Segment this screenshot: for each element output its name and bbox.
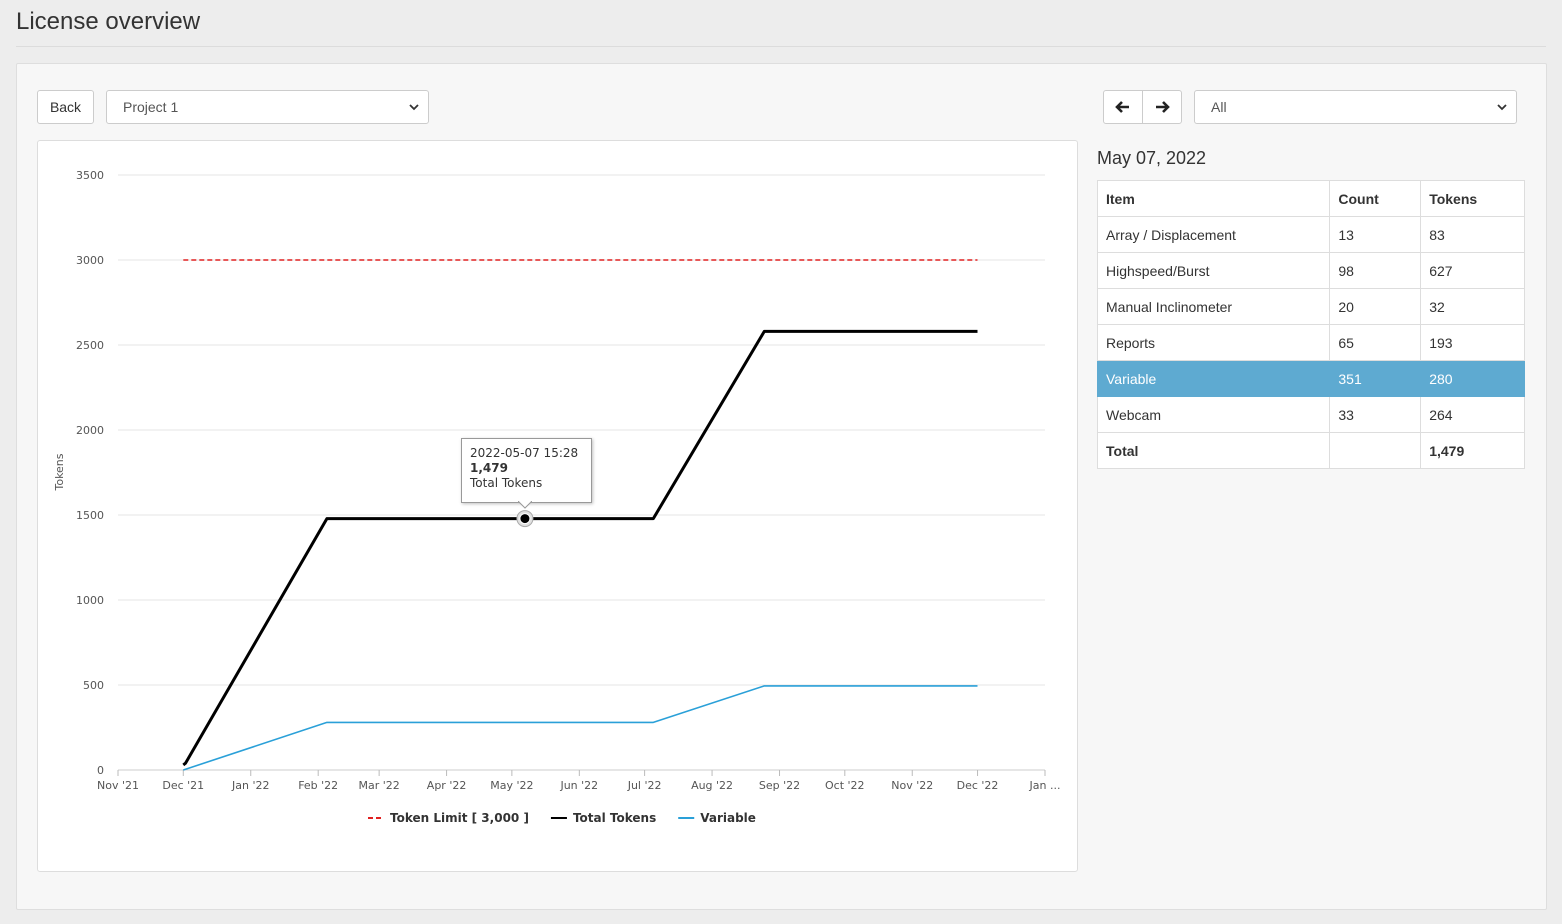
x-tick-label: Jul '22	[627, 779, 662, 792]
cell-tokens: 83	[1420, 216, 1525, 253]
y-tick-label: 500	[83, 679, 104, 692]
cell-count: 33	[1329, 396, 1422, 433]
series-line-total[interactable]	[182, 329, 978, 767]
title-divider	[16, 46, 1546, 47]
x-tick-label: Nov '22	[891, 779, 933, 792]
x-tick-label: May '22	[490, 779, 533, 792]
filter-select[interactable]: All	[1194, 90, 1517, 124]
cell-count: 98	[1329, 252, 1422, 289]
series-line-variable[interactable]	[183, 685, 978, 771]
summary-table: Item Count Tokens Array / Displacement 13…	[1096, 180, 1525, 469]
legend-item[interactable]: Token Limit [ 3,000 ]	[390, 811, 529, 825]
tooltip-pointer	[518, 501, 532, 509]
y-tick-label: 2000	[76, 424, 104, 437]
cell-tokens: 280	[1420, 360, 1525, 397]
cell-item: Webcam	[1096, 396, 1331, 433]
chart-tooltip: 2022-05-07 15:28 1,479 Total Tokens	[461, 438, 592, 503]
cell-item: Variable	[1096, 360, 1331, 397]
y-tick-label: 3000	[76, 254, 104, 267]
previous-button[interactable]	[1103, 90, 1143, 124]
y-tick-label: 0	[97, 764, 104, 777]
y-tick-label: 3500	[76, 169, 104, 182]
next-button[interactable]	[1142, 90, 1182, 124]
column-header-item: Item	[1096, 180, 1331, 217]
chart-container	[37, 140, 1078, 872]
x-tick-label: Jan '22	[231, 779, 269, 792]
filter-select-value: All	[1211, 99, 1227, 115]
table-row[interactable]: Manual Inclinometer 20 32	[1096, 288, 1525, 325]
cell-item: Manual Inclinometer	[1096, 288, 1331, 325]
table-row[interactable]: Highspeed/Burst 98 627	[1096, 252, 1525, 289]
cell-tokens: 627	[1420, 252, 1525, 289]
cell-count: 13	[1329, 216, 1422, 253]
total-tokens: 1,479	[1420, 432, 1525, 469]
chevron-down-icon	[1497, 104, 1507, 111]
x-tick-label: Feb '22	[298, 779, 338, 792]
total-count	[1329, 432, 1422, 469]
table-row[interactable]: Variable 351 280	[1096, 360, 1525, 397]
cell-tokens: 32	[1420, 288, 1525, 325]
arrow-left-icon	[1115, 101, 1129, 113]
total-row: Total 1,479	[1096, 432, 1525, 469]
cell-count: 351	[1329, 360, 1422, 397]
y-axis-label: Tokens	[53, 453, 66, 491]
legend-item[interactable]: Total Tokens	[573, 811, 656, 825]
project-select-value: Project 1	[123, 99, 179, 115]
x-tick-label: Sep '22	[759, 779, 800, 792]
arrow-right-icon	[1156, 101, 1170, 113]
total-label: Total	[1096, 432, 1331, 469]
highlight-point[interactable]	[519, 513, 531, 525]
cell-count: 20	[1329, 288, 1422, 325]
table-row[interactable]: Webcam 33 264	[1096, 396, 1525, 433]
y-tick-label: 1500	[76, 509, 104, 522]
x-tick-label: Mar '22	[358, 779, 399, 792]
cell-count: 65	[1329, 324, 1422, 361]
x-tick-label: Dec '21	[162, 779, 204, 792]
table-row[interactable]: Reports 65 193	[1096, 324, 1525, 361]
cell-item: Highspeed/Burst	[1096, 252, 1331, 289]
x-tick-label: Nov '21	[97, 779, 139, 792]
x-tick-label: Jun '22	[559, 779, 598, 792]
x-tick-label: Oct '22	[825, 779, 865, 792]
x-tick-label: Aug '22	[691, 779, 733, 792]
tooltip-value: 1,479	[470, 461, 508, 475]
table-header-row: Item Count Tokens	[1096, 180, 1525, 217]
tooltip-timestamp: 2022-05-07 15:28	[470, 446, 579, 460]
y-tick-label: 1000	[76, 594, 104, 607]
column-header-tokens: Tokens	[1420, 180, 1525, 217]
y-tick-label: 2500	[76, 339, 104, 352]
table-row[interactable]: Array / Displacement 13 83	[1096, 216, 1525, 253]
column-header-count: Count	[1329, 180, 1422, 217]
x-tick-label: Jan ...	[1029, 779, 1061, 792]
x-tick-label: Apr '22	[427, 779, 467, 792]
cell-tokens: 264	[1420, 396, 1525, 433]
legend-item[interactable]: Variable	[700, 811, 756, 825]
cell-item: Reports	[1096, 324, 1331, 361]
cell-tokens: 193	[1420, 324, 1525, 361]
project-select[interactable]: Project 1	[106, 90, 429, 124]
page-title: License overview	[16, 8, 201, 35]
summary-date: May 07, 2022	[1097, 148, 1207, 168]
back-button[interactable]: Back	[37, 90, 94, 124]
x-tick-label: Dec '22	[957, 779, 999, 792]
cell-item: Array / Displacement	[1096, 216, 1331, 253]
tooltip-series: Total Tokens	[470, 476, 543, 490]
chevron-down-icon	[409, 104, 419, 111]
